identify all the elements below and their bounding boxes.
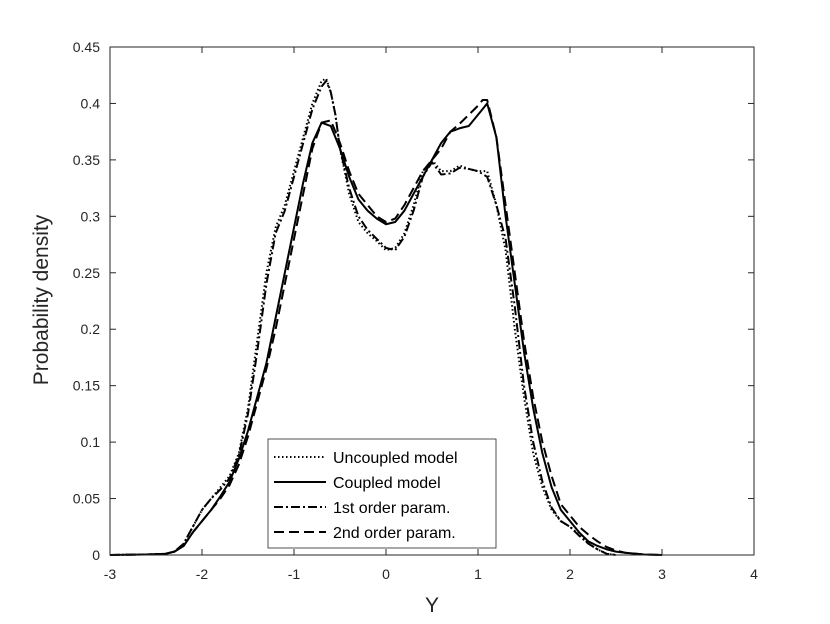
series-line-4 bbox=[109, 99, 663, 556]
y-tick-label: 0.15 bbox=[73, 378, 100, 394]
y-tick-label: 0.05 bbox=[73, 491, 100, 507]
x-axis-ticks: -3 -2 -1 0 1 2 3 4 bbox=[104, 47, 758, 582]
y-tick-label: 0.45 bbox=[73, 39, 100, 55]
x-tick-label: -2 bbox=[196, 566, 209, 582]
x-tick-label: 2 bbox=[566, 566, 574, 582]
y-axis-title: Probability density bbox=[30, 214, 53, 385]
y-tick-label: 0.25 bbox=[73, 265, 100, 281]
series-line-3 bbox=[109, 79, 617, 556]
x-tick-label: 1 bbox=[474, 566, 482, 582]
legend: Uncoupled model Coupled model 1st order pa… bbox=[267, 438, 497, 549]
y-tick-label: 0.1 bbox=[81, 434, 101, 450]
plot-area-border bbox=[109, 46, 755, 556]
y-tick-label: 0.35 bbox=[73, 152, 100, 168]
legend-label-1: Uncoupled model bbox=[333, 450, 458, 467]
x-tick-label: -1 bbox=[288, 566, 301, 582]
y-tick-label: 0.4 bbox=[81, 95, 101, 111]
legend-label-2: Coupled model bbox=[333, 475, 441, 492]
y-tick-label: 0.3 bbox=[81, 208, 101, 224]
legend-label-3: 1st order param. bbox=[333, 500, 450, 517]
x-tick-label: 0 bbox=[382, 566, 390, 582]
legend-label-4: 2nd order param. bbox=[333, 525, 456, 542]
x-tick-label: -3 bbox=[104, 566, 117, 582]
x-tick-label: 3 bbox=[658, 566, 666, 582]
series-line-2 bbox=[109, 102, 663, 556]
series-layer bbox=[109, 77, 663, 556]
x-tick-label: 4 bbox=[750, 566, 758, 582]
y-tick-label: 0.2 bbox=[81, 321, 101, 337]
series-line-1 bbox=[109, 77, 617, 556]
x-axis-title: Y bbox=[425, 594, 439, 617]
y-axis-ticks: 0 0.05 0.1 0.15 0.2 0.25 0.3 0.35 0.4 0.45 bbox=[73, 39, 754, 563]
y-tick-label: 0 bbox=[92, 547, 100, 563]
legend-items: Uncoupled model Coupled model 1st order pa… bbox=[274, 450, 458, 542]
